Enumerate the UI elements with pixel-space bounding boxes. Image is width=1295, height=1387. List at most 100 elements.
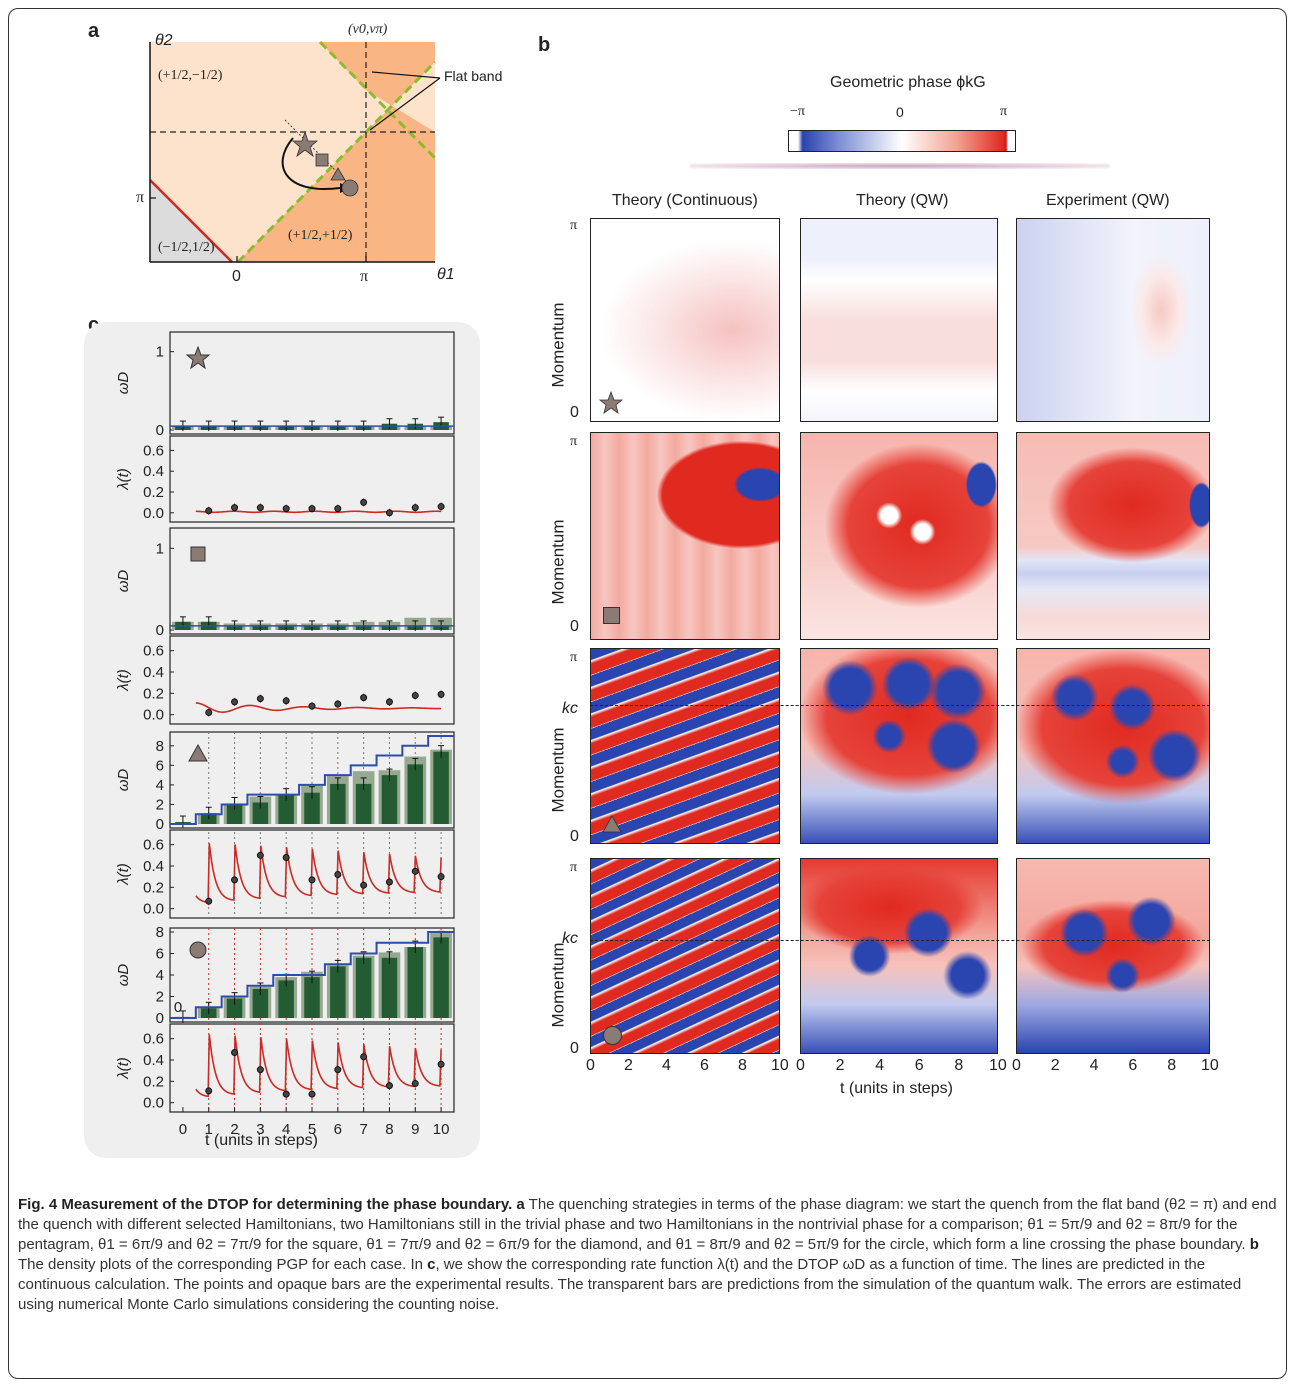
panel-b-x-tick: 4 — [875, 1057, 885, 1074]
lambda-data-point — [385, 878, 393, 886]
lambda-tick-label: 0.4 — [143, 858, 164, 875]
bar-experiment — [304, 792, 320, 824]
lambda-data-point — [205, 1087, 213, 1095]
panel-c-x-tick: 8 — [385, 1121, 393, 1138]
lambda-tick-label: 0.4 — [143, 1052, 164, 1069]
omega-axis-label: ωD — [115, 769, 132, 792]
panel-b-x-tick: 0 — [796, 1057, 805, 1074]
lambda-data-point — [231, 1049, 239, 1057]
omega-tick-label: 4 — [156, 967, 164, 984]
row2-tick-pi: π — [570, 434, 578, 449]
rate-function-curve — [195, 843, 442, 904]
panel-c-x-tick: 2 — [230, 1121, 238, 1138]
panel-c-x-tick: 7 — [359, 1121, 367, 1138]
panel-b-x-tick: 0 — [586, 1057, 595, 1074]
row4-circle-marker — [603, 1026, 622, 1045]
caption-lead: Fig. 4 Measurement of the DTOP for deter… — [18, 1196, 513, 1213]
heatmap-qw-circle — [800, 858, 998, 1054]
panel-b-x-tick: 2 — [624, 1057, 633, 1074]
row4-tick-pi: π — [570, 860, 578, 875]
lambda-data-point — [411, 504, 419, 512]
y-axis-label-row3: Momentum — [548, 727, 568, 813]
lambda-frame — [169, 635, 455, 725]
panel-b-x-tick: 4 — [662, 1057, 671, 1074]
lambda-data-point — [385, 509, 393, 517]
triangle-marker — [188, 743, 208, 762]
lambda-tick-label: 0.0 — [143, 505, 164, 522]
lambda-data-point — [205, 897, 213, 905]
lambda-tick-label: 0.4 — [143, 463, 164, 480]
y-axis-label-row1: Momentum — [548, 302, 568, 388]
lambda-data-point — [334, 505, 342, 513]
lambda-data-point — [282, 505, 290, 513]
panel-b-x-tick: 4 — [1089, 1057, 1099, 1074]
heatmap-exp-square — [1016, 432, 1210, 640]
bar-experiment — [433, 751, 449, 824]
prediction-staircase — [170, 931, 454, 1019]
omega-frame — [169, 527, 455, 635]
lambda-data-point — [411, 1079, 419, 1087]
omega-tick-label: 0 — [156, 422, 164, 439]
lambda-data-point — [360, 881, 368, 889]
lambda-axis-label: λ(t) — [115, 863, 132, 886]
x-tick-0-label: 0 — [232, 268, 241, 285]
bar-experiment — [381, 775, 398, 824]
y-axis-label-row2: Momentum — [548, 519, 568, 605]
heatmap-qw-square — [800, 432, 998, 640]
colorbar-tick-neg-pi: −π — [790, 104, 805, 119]
lambda-tick-label: 0.6 — [143, 837, 164, 854]
lambda-data-point — [437, 503, 445, 511]
heatmap-continuous-triangle — [590, 648, 780, 844]
heatmap-exp-circle — [1016, 858, 1210, 1054]
caption-a-label: a — [516, 1196, 525, 1213]
circle-marker — [341, 179, 359, 197]
nontrivial-region-bottom — [238, 132, 435, 262]
panel-label-b: b — [538, 34, 551, 56]
lambda-data-point — [437, 690, 445, 698]
flat-band-pointer-1 — [371, 71, 441, 79]
triangle-marker — [330, 167, 346, 181]
omega-tick-label: 0 — [156, 622, 164, 639]
heatmap-continuous-star — [590, 218, 780, 422]
square-marker — [315, 153, 329, 167]
lambda-data-point — [385, 698, 393, 706]
omega-tick-label: 2 — [156, 796, 164, 813]
lambda-tick-label: 0.0 — [143, 1095, 164, 1112]
panel-c-x-axis-label: t (units in steps) — [205, 1132, 318, 1149]
region-label-bottom-left: (−1/2,1/2) — [158, 240, 215, 255]
bar-experiment — [226, 803, 243, 824]
lambda-data-point — [282, 697, 290, 705]
panel-c-chart: 0 1 ωD 0.0 0.2 0.4 0.6 λ(t) 0 1 ωD 0.0 0.2 0.4 0.6 λ(t)… — [115, 331, 455, 1138]
colorbar-tick-pi: π — [1000, 104, 1008, 119]
bar-experiment — [226, 998, 243, 1018]
panel-b-x-tick: 6 — [1128, 1057, 1138, 1074]
panel-b-x-tick: 10 — [1201, 1057, 1219, 1074]
flat-band-label: Flat band — [444, 68, 503, 84]
heatmap-exp-triangle — [1016, 648, 1210, 844]
v0-vpi-label: (v0,vπ) — [348, 22, 388, 37]
prediction-staircase — [170, 735, 454, 825]
lambda-data-point — [282, 1090, 290, 1098]
lambda-tick-label: 0.4 — [143, 664, 164, 681]
lambda-data-point — [256, 504, 264, 512]
omega-axis-label: ωD — [115, 372, 132, 395]
lambda-data-point — [385, 1082, 393, 1090]
lambda-data-point — [308, 1090, 316, 1098]
lambda-data-point — [256, 695, 264, 703]
lambda-data-point — [308, 505, 316, 513]
omega-tick-label: 1 — [156, 540, 164, 557]
omega-frame — [169, 331, 455, 435]
lambda-data-point — [256, 851, 264, 859]
row4-kc-label: kc — [562, 930, 578, 947]
lambda-data-point — [360, 498, 368, 506]
decorative-divider — [690, 163, 1110, 169]
colorbar-title: Geometric phase ϕkG — [830, 74, 986, 91]
y-tick-pi-label: π — [136, 189, 145, 206]
y-axis-label-row4: Momentum — [548, 942, 568, 1028]
bar-experiment — [407, 947, 424, 1018]
heatmap-continuous-circle — [590, 858, 780, 1054]
omega-tick-label: 2 — [156, 989, 164, 1006]
phase-diagram — [149, 40, 441, 264]
omega-tick-label: 8 — [156, 924, 164, 941]
bar-experiment — [381, 957, 398, 1018]
